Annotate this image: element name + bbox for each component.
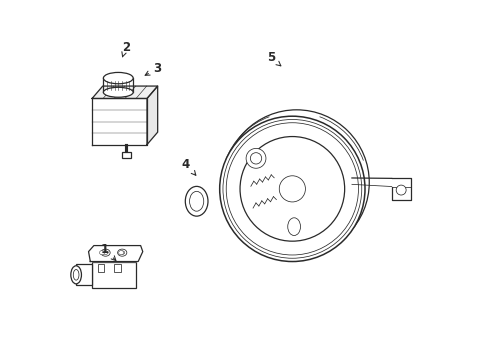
- Ellipse shape: [189, 192, 203, 211]
- Polygon shape: [391, 178, 410, 200]
- Ellipse shape: [250, 153, 261, 164]
- Ellipse shape: [120, 251, 124, 255]
- Ellipse shape: [73, 270, 79, 280]
- Text: 5: 5: [266, 51, 280, 66]
- Ellipse shape: [185, 186, 207, 216]
- Bar: [76, 264, 92, 285]
- Bar: [92, 261, 136, 288]
- Text: 4: 4: [182, 158, 195, 175]
- Bar: [98, 264, 104, 272]
- Polygon shape: [147, 86, 157, 145]
- Polygon shape: [92, 86, 157, 99]
- Ellipse shape: [245, 148, 265, 168]
- Ellipse shape: [118, 249, 126, 256]
- Ellipse shape: [103, 72, 133, 84]
- Ellipse shape: [103, 251, 108, 255]
- Ellipse shape: [224, 110, 368, 255]
- Ellipse shape: [101, 249, 110, 256]
- Text: 1: 1: [100, 243, 116, 261]
- Ellipse shape: [100, 251, 104, 255]
- Ellipse shape: [219, 116, 364, 261]
- Ellipse shape: [279, 176, 305, 202]
- Ellipse shape: [103, 87, 133, 97]
- Ellipse shape: [240, 136, 344, 241]
- Ellipse shape: [287, 218, 300, 235]
- Polygon shape: [92, 99, 147, 145]
- Ellipse shape: [395, 185, 406, 195]
- Bar: [114, 264, 121, 272]
- Text: 2: 2: [122, 41, 129, 57]
- Polygon shape: [88, 246, 142, 261]
- Text: 3: 3: [145, 62, 162, 75]
- Bar: [122, 152, 130, 158]
- Ellipse shape: [71, 266, 81, 284]
- Ellipse shape: [119, 251, 123, 255]
